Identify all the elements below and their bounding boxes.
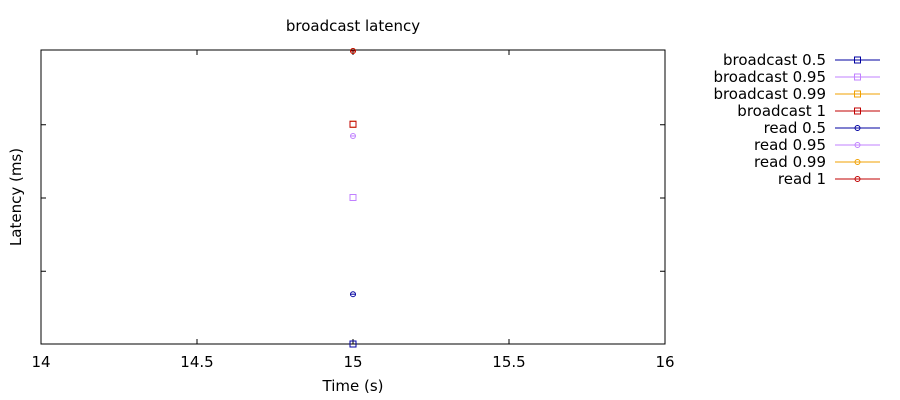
data-points xyxy=(349,48,357,348)
legend-label: read 0.95 xyxy=(754,136,826,154)
data-point-broadcast-1 xyxy=(349,120,357,128)
y-axis-label: Latency (ms) xyxy=(7,148,25,246)
legend-label: broadcast 0.5 xyxy=(723,51,826,69)
legend-label: broadcast 1 xyxy=(737,102,826,120)
x-axis-label: Time (s) xyxy=(322,377,384,395)
data-point-read-1 xyxy=(350,48,356,54)
plot-frame xyxy=(40,49,666,345)
x-axis-ticks: 14 14.5 15 15.5 16 xyxy=(31,50,675,371)
legend-marker xyxy=(854,90,861,98)
x-tick-label: 16 xyxy=(655,353,674,371)
legend-label: broadcast 0.99 xyxy=(713,85,826,103)
x-tick-label: 14 xyxy=(31,353,50,371)
legend-label: broadcast 0.95 xyxy=(713,68,826,86)
data-point-broadcast-0-5 xyxy=(349,340,357,348)
legend-marker xyxy=(854,125,861,131)
legend-marker xyxy=(854,176,861,182)
data-point-broadcast-0-95 xyxy=(349,194,357,201)
legend-marker xyxy=(854,56,861,64)
legend-label: read 0.5 xyxy=(764,119,826,137)
y-axis-ticks xyxy=(41,124,665,272)
legend-marker xyxy=(854,107,861,115)
data-point-read-0-95 xyxy=(350,132,356,139)
legend-label: read 1 xyxy=(778,170,826,188)
data-point-broadcast-0-99 xyxy=(349,120,357,128)
x-tick-label: 15.5 xyxy=(492,353,525,371)
data-point-read-0-5 xyxy=(350,291,356,298)
x-tick-label: 14.5 xyxy=(180,353,213,371)
legend-marker xyxy=(854,73,861,81)
legend-marker xyxy=(854,142,861,148)
legend-label: read 0.99 xyxy=(754,153,826,171)
x-tick-label: 15 xyxy=(343,353,362,371)
legend-marker xyxy=(854,159,861,165)
chart-title: broadcast latency xyxy=(286,17,420,35)
